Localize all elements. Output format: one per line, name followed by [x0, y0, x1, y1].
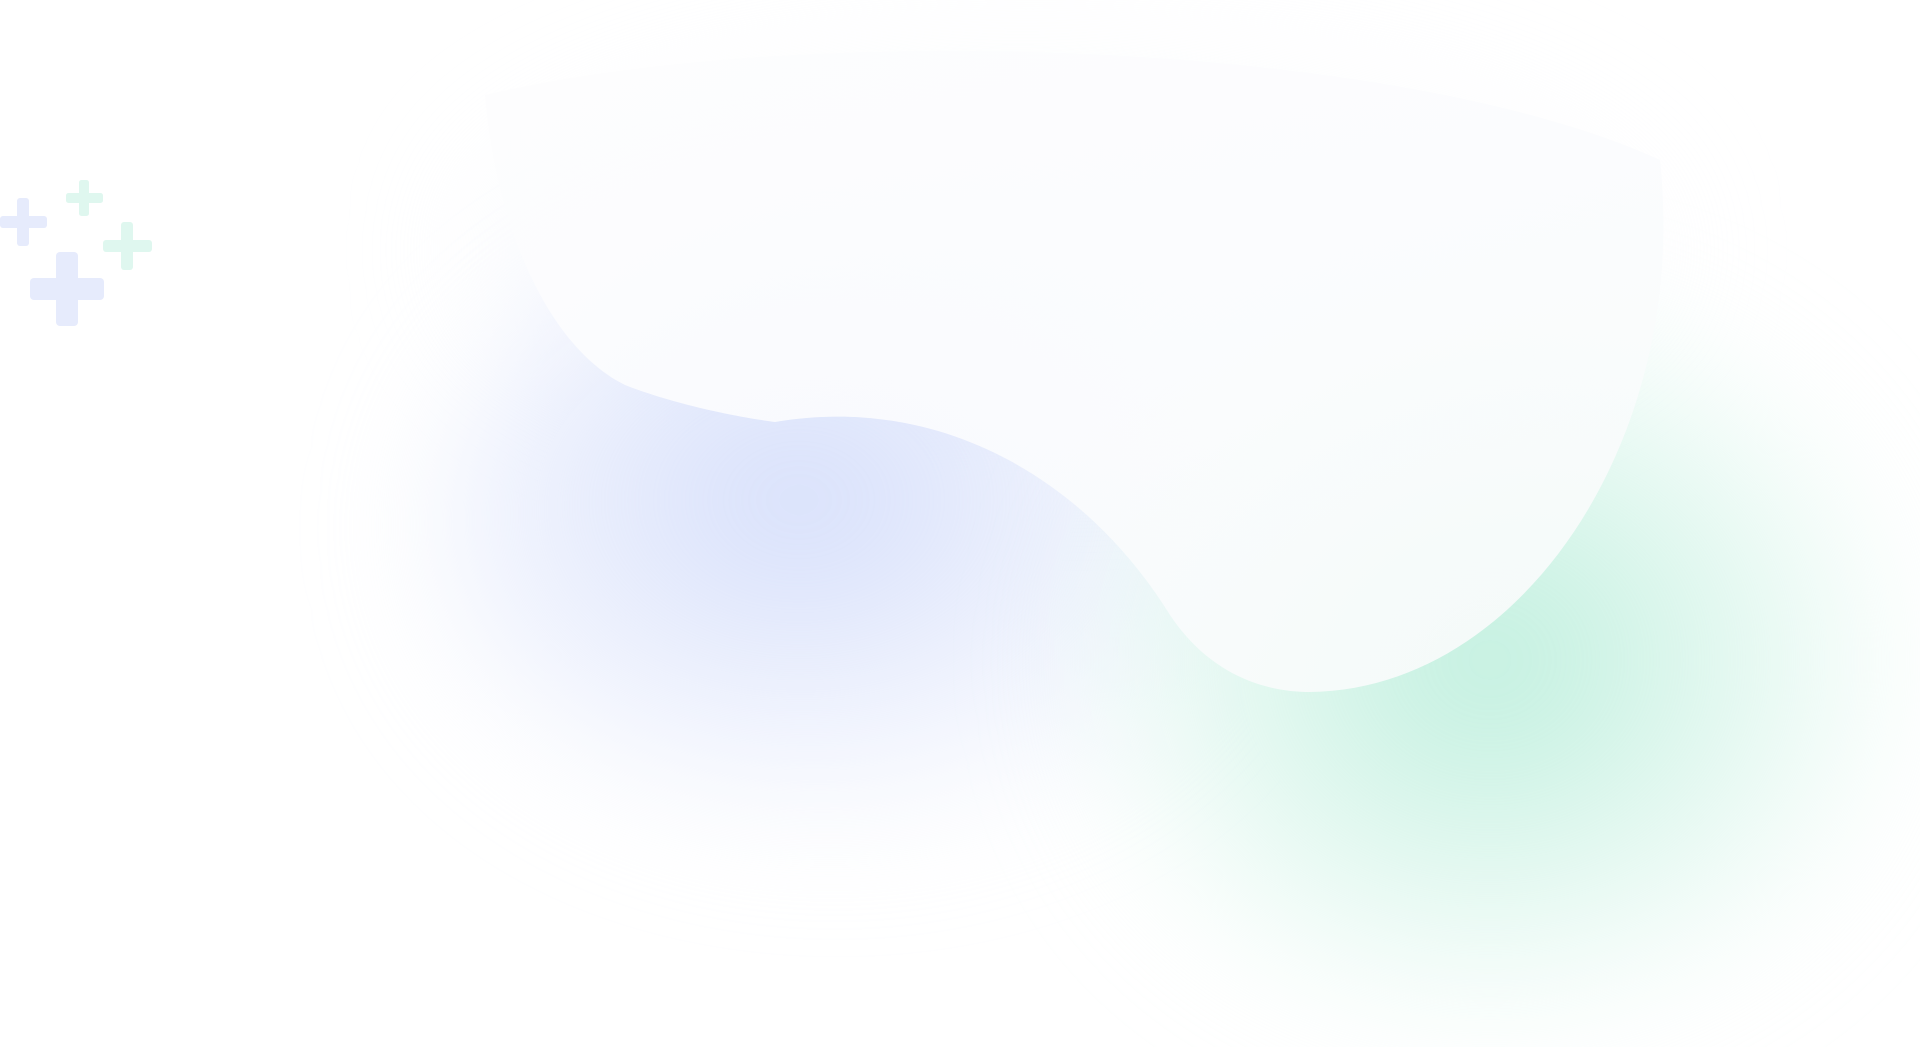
plus-icon [103, 222, 152, 270]
plus-icon [66, 180, 103, 216]
plus-icon [0, 198, 47, 246]
blue-glow [430, 230, 1250, 830]
green-glow [1080, 300, 1900, 1020]
sparkles-decoration [0, 180, 152, 326]
soft-glow [470, 40, 1670, 460]
plus-icon [30, 252, 104, 326]
